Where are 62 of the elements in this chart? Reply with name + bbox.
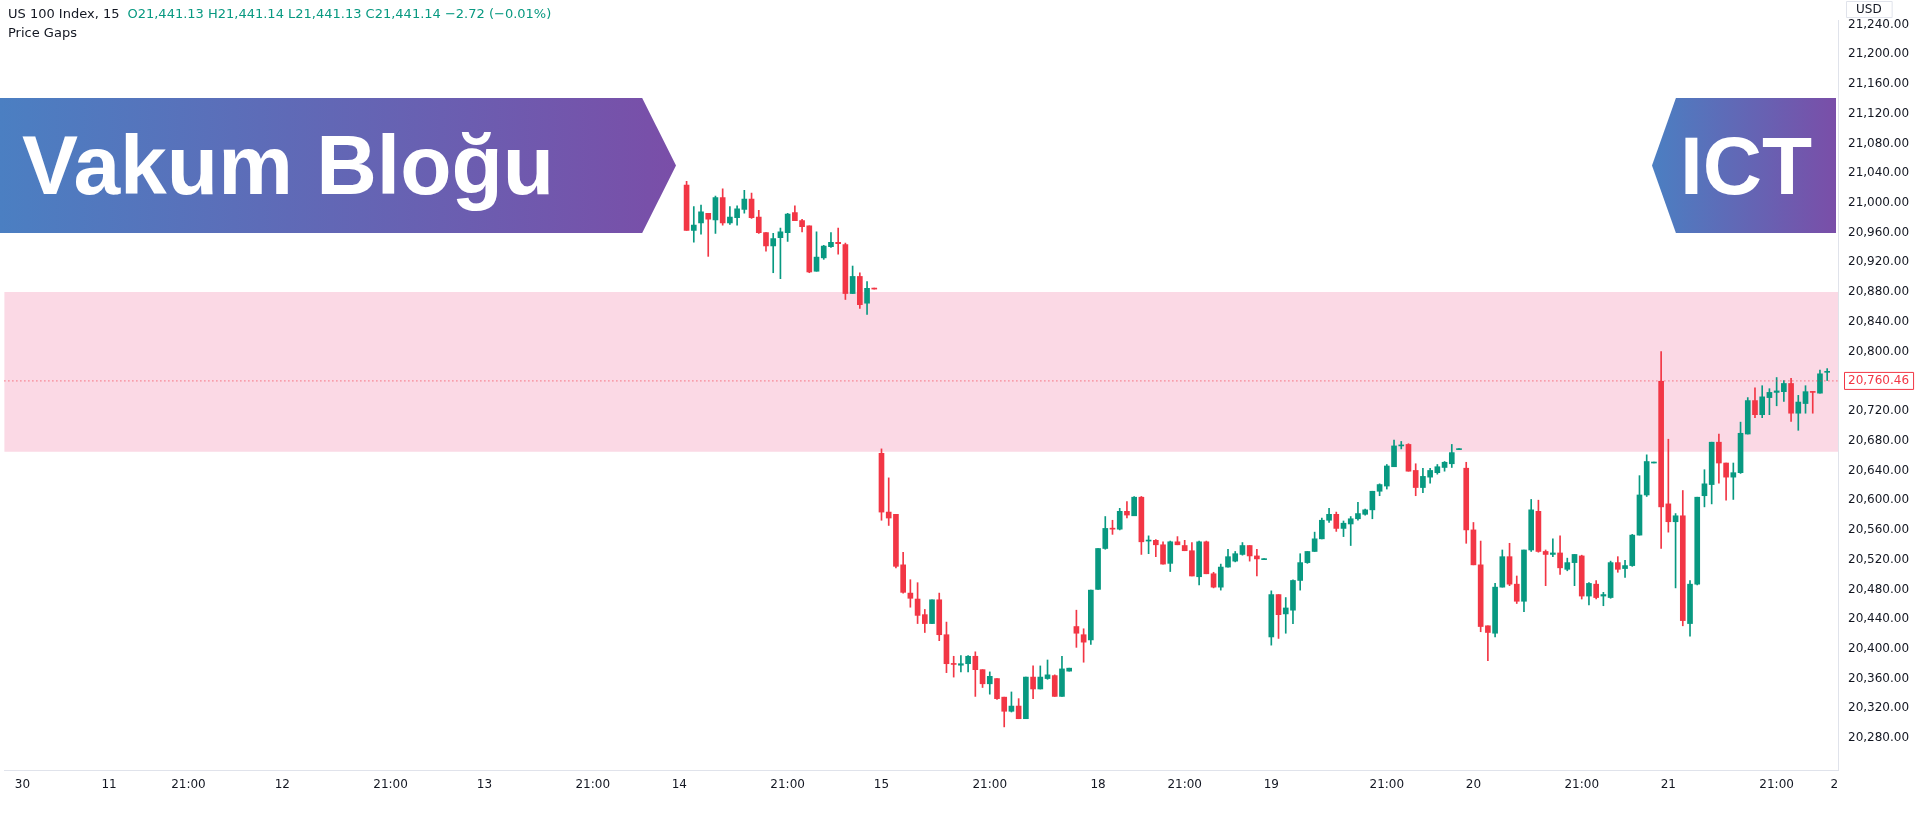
x-tick-label: 12 [274, 777, 290, 792]
y-tick-label: 20,920.00 [1848, 254, 1910, 269]
candlestick [1809, 391, 1816, 414]
y-tick-label: 20,960.00 [1848, 224, 1910, 239]
x-tick-label: 15 [873, 777, 890, 792]
x-tick-label: 21:00 [1564, 777, 1600, 792]
y-axis-title: USD [1856, 2, 1882, 17]
y-tick-label: 21,000.00 [1848, 194, 1910, 209]
annotation: Vakum Bloğu [0, 98, 676, 233]
y-tick-label: 21,040.00 [1848, 165, 1910, 180]
annotation: ICT [1652, 98, 1836, 233]
y-tick-label: 20,560.00 [1848, 522, 1910, 537]
x-tick-label: 18 [1090, 777, 1106, 792]
x-tick-label: 21:00 [575, 777, 611, 792]
y-tick-label: 21,200.00 [1848, 46, 1910, 61]
candlestick [835, 227, 842, 255]
y-tick-label: 20,280.00 [1848, 730, 1910, 745]
ref-line-label: 20,760.46 [1848, 373, 1910, 388]
candlestick [1124, 501, 1130, 519]
y-tick-label: 20,520.00 [1848, 551, 1910, 566]
x-tick-label: 14 [671, 777, 687, 792]
candlestick [950, 655, 957, 678]
x-tick-label: 21:00 [373, 777, 408, 792]
y-tick-label: 21,080.00 [1848, 135, 1910, 150]
chart-title: US 100 Index, 15 [8, 6, 120, 21]
x-tick-label: 21 [1660, 777, 1676, 792]
x-tick-label: 21:00 [1369, 777, 1405, 792]
candlestick [705, 212, 712, 257]
x-tick-label: 13 [476, 777, 493, 792]
y-tick-label: 20,440.00 [1848, 611, 1910, 626]
x-tick-label: 11 [101, 777, 117, 792]
y-tick-label: 21,160.00 [1848, 76, 1910, 91]
y-tick-label: 20,800.00 [1848, 343, 1910, 358]
y-tick-label: 20,400.00 [1848, 640, 1910, 655]
y-tick-label: 20,640.00 [1848, 462, 1910, 477]
x-tick-label: 21:00 [1759, 777, 1794, 792]
x-tick-label: 2 [1830, 777, 1839, 792]
candlestick [1550, 538, 1556, 557]
candlestick [690, 206, 697, 243]
annotation: Price Gaps [8, 24, 78, 42]
x-tick-label: 20 [1465, 777, 1482, 792]
y-tick-label: 20,480.00 [1848, 581, 1910, 596]
y-tick-label: 20,360.00 [1848, 670, 1910, 685]
y-tick-label: 21,120.00 [1848, 105, 1910, 120]
candlestick [770, 233, 777, 274]
x-tick-label: 21:00 [1167, 777, 1202, 792]
y-tick-label: 20,320.00 [1848, 700, 1910, 715]
candlestick [1730, 462, 1737, 500]
y-tick-label: 20,720.00 [1848, 403, 1910, 418]
y-tick-label: 20,680.00 [1848, 432, 1910, 447]
y-tick-label: 20,880.00 [1848, 284, 1910, 299]
y-tick-label: 20,840.00 [1848, 313, 1910, 328]
candlestick [1485, 625, 1491, 662]
x-tick-label: 30 [14, 777, 31, 792]
x-tick-label: 21:00 [171, 777, 206, 792]
y-tick-label: 20,600.00 [1848, 492, 1910, 507]
x-tick-label: 19 [1263, 777, 1279, 792]
x-tick-label: 21:00 [972, 777, 1008, 792]
y-tick-label: 21,240.00 [1848, 16, 1910, 31]
x-tick-label: 21:00 [770, 777, 805, 792]
chart-subtitle: O21,441.13 H21,441.14 L21,441.13 C21,441.14 −2.72 (−0.01%) [127, 6, 552, 21]
candlestick [1824, 368, 1830, 381]
